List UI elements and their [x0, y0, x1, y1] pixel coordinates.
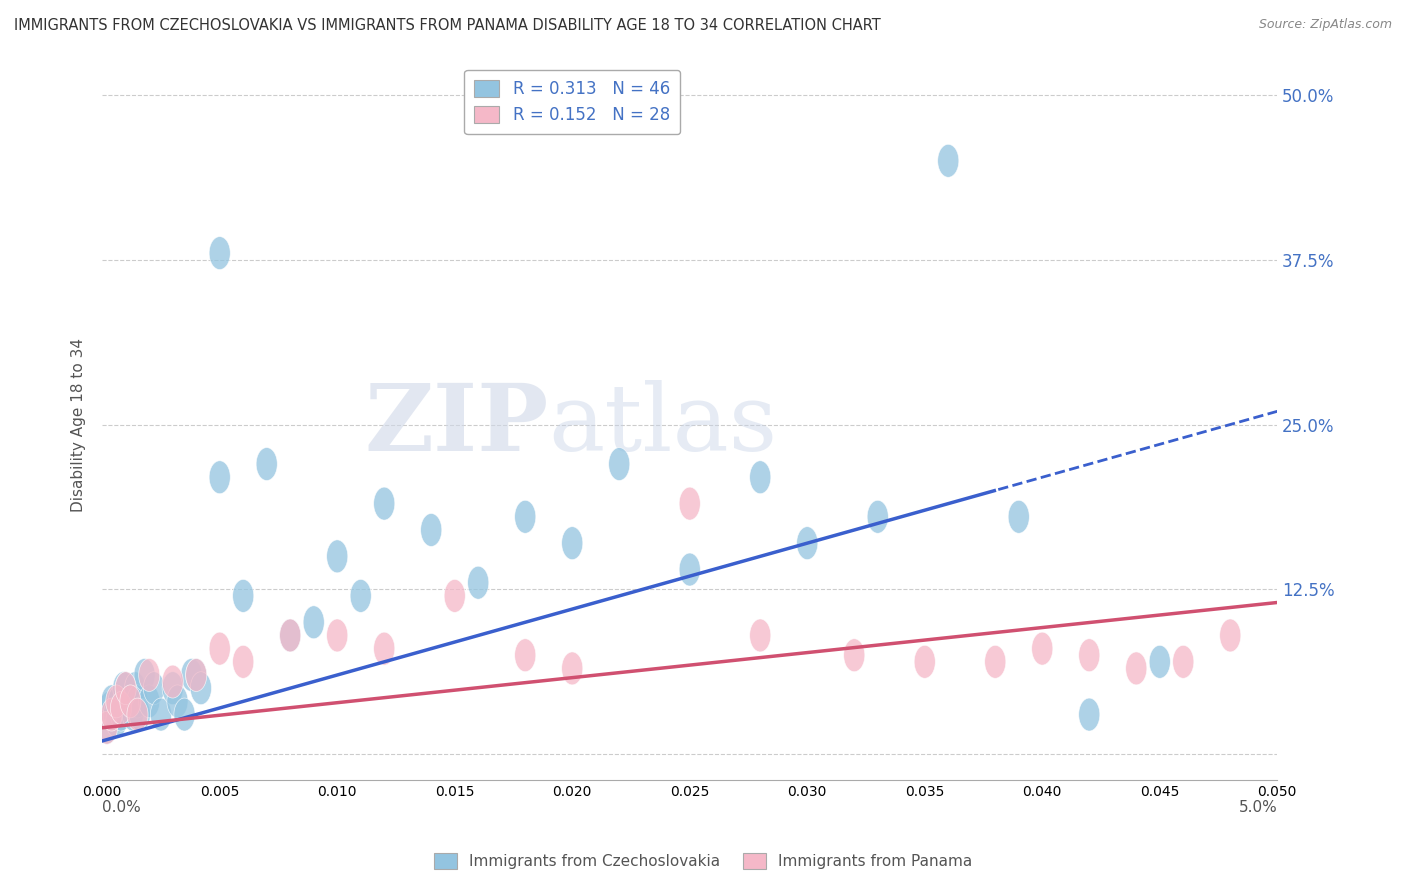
- Ellipse shape: [1219, 619, 1241, 652]
- Ellipse shape: [98, 691, 120, 724]
- Ellipse shape: [139, 685, 160, 718]
- Ellipse shape: [209, 632, 231, 665]
- Ellipse shape: [844, 639, 865, 672]
- Ellipse shape: [515, 500, 536, 533]
- Text: Source: ZipAtlas.com: Source: ZipAtlas.com: [1258, 18, 1392, 31]
- Ellipse shape: [938, 145, 959, 178]
- Ellipse shape: [797, 526, 818, 559]
- Ellipse shape: [190, 672, 211, 705]
- Ellipse shape: [914, 645, 935, 678]
- Ellipse shape: [749, 461, 770, 493]
- Ellipse shape: [326, 619, 347, 652]
- Ellipse shape: [209, 461, 231, 493]
- Ellipse shape: [162, 665, 183, 698]
- Ellipse shape: [162, 672, 183, 705]
- Text: atlas: atlas: [548, 379, 778, 469]
- Ellipse shape: [326, 540, 347, 573]
- Ellipse shape: [150, 698, 172, 731]
- Ellipse shape: [111, 698, 132, 731]
- Ellipse shape: [186, 658, 207, 691]
- Ellipse shape: [209, 236, 231, 269]
- Ellipse shape: [679, 553, 700, 586]
- Ellipse shape: [868, 500, 889, 533]
- Ellipse shape: [122, 698, 143, 731]
- Ellipse shape: [120, 685, 141, 718]
- Ellipse shape: [232, 645, 254, 678]
- Ellipse shape: [101, 698, 122, 731]
- Ellipse shape: [232, 580, 254, 613]
- Ellipse shape: [515, 639, 536, 672]
- Ellipse shape: [280, 619, 301, 652]
- Ellipse shape: [181, 658, 202, 691]
- Ellipse shape: [111, 691, 132, 724]
- Legend: Immigrants from Czechoslovakia, Immigrants from Panama: Immigrants from Czechoslovakia, Immigran…: [427, 847, 979, 875]
- Ellipse shape: [350, 580, 371, 613]
- Ellipse shape: [984, 645, 1005, 678]
- Ellipse shape: [127, 685, 148, 718]
- Y-axis label: Disability Age 18 to 34: Disability Age 18 to 34: [72, 337, 86, 511]
- Ellipse shape: [468, 566, 489, 599]
- Ellipse shape: [125, 672, 146, 705]
- Text: IMMIGRANTS FROM CZECHOSLOVAKIA VS IMMIGRANTS FROM PANAMA DISABILITY AGE 18 TO 34: IMMIGRANTS FROM CZECHOSLOVAKIA VS IMMIGR…: [14, 18, 880, 33]
- Ellipse shape: [105, 685, 127, 718]
- Ellipse shape: [1078, 698, 1099, 731]
- Ellipse shape: [134, 658, 155, 691]
- Ellipse shape: [101, 685, 122, 718]
- Ellipse shape: [1126, 652, 1147, 685]
- Ellipse shape: [609, 448, 630, 481]
- Ellipse shape: [105, 705, 127, 738]
- Ellipse shape: [1032, 632, 1053, 665]
- Ellipse shape: [167, 685, 188, 718]
- Text: 0.0%: 0.0%: [103, 800, 141, 815]
- Ellipse shape: [1173, 645, 1194, 678]
- Ellipse shape: [374, 487, 395, 520]
- Ellipse shape: [120, 685, 141, 718]
- Ellipse shape: [127, 698, 148, 731]
- Text: 5.0%: 5.0%: [1239, 800, 1277, 815]
- Ellipse shape: [561, 652, 583, 685]
- Text: ZIP: ZIP: [364, 379, 548, 469]
- Ellipse shape: [420, 514, 441, 547]
- Ellipse shape: [374, 632, 395, 665]
- Ellipse shape: [304, 606, 325, 639]
- Legend: R = 0.313   N = 46, R = 0.152   N = 28: R = 0.313 N = 46, R = 0.152 N = 28: [464, 70, 681, 135]
- Ellipse shape: [444, 580, 465, 613]
- Ellipse shape: [115, 672, 136, 705]
- Ellipse shape: [1078, 639, 1099, 672]
- Ellipse shape: [115, 672, 136, 705]
- Ellipse shape: [561, 526, 583, 559]
- Ellipse shape: [108, 685, 129, 718]
- Ellipse shape: [1149, 645, 1170, 678]
- Ellipse shape: [749, 619, 770, 652]
- Ellipse shape: [186, 658, 207, 691]
- Ellipse shape: [174, 698, 195, 731]
- Ellipse shape: [97, 711, 118, 744]
- Ellipse shape: [129, 698, 150, 731]
- Ellipse shape: [104, 698, 125, 731]
- Ellipse shape: [256, 448, 277, 481]
- Ellipse shape: [143, 672, 165, 705]
- Ellipse shape: [139, 658, 160, 691]
- Ellipse shape: [679, 487, 700, 520]
- Ellipse shape: [1008, 500, 1029, 533]
- Ellipse shape: [280, 619, 301, 652]
- Ellipse shape: [112, 672, 134, 705]
- Ellipse shape: [97, 711, 118, 744]
